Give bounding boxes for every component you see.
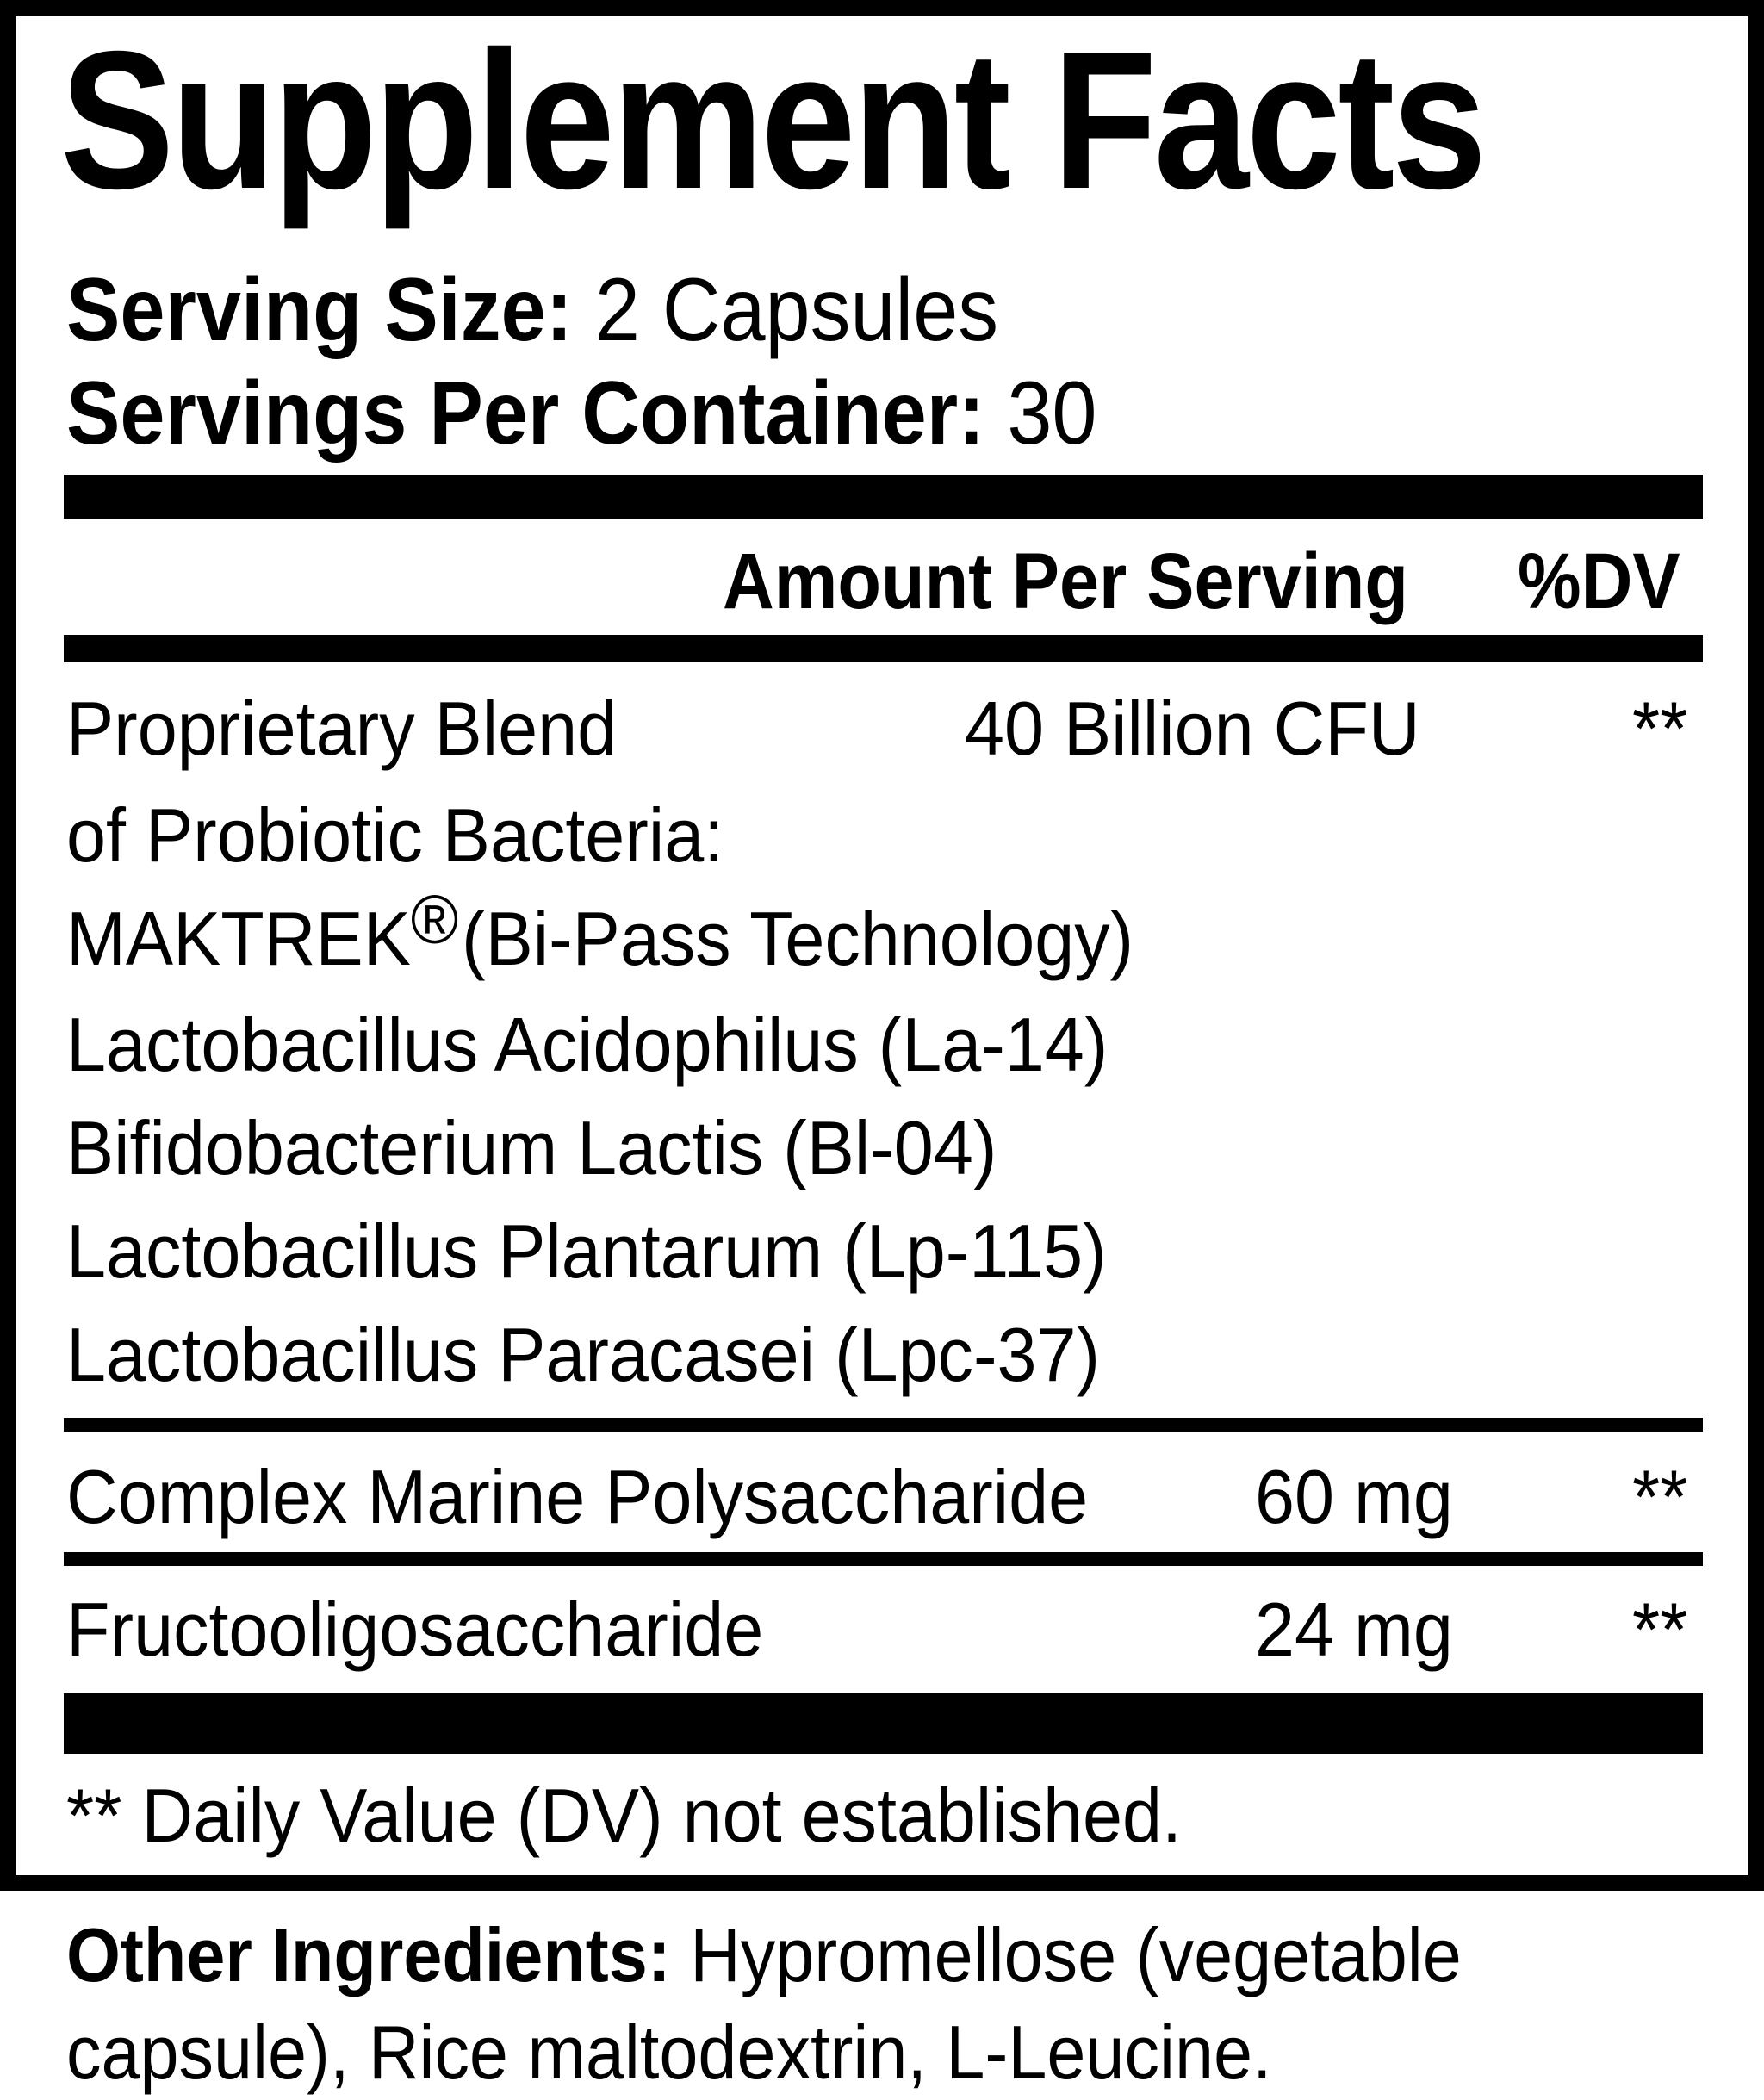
blend-amount: 40 Billion CFU <box>965 686 1420 771</box>
strain-item: Lactobacillus Plantarum (Lp-115) <box>66 1208 1107 1294</box>
brand-suffix: (Bi-Pass Technology) <box>462 896 1134 981</box>
serving-size-value: 2 Capsules <box>594 259 999 360</box>
ingredient-amount: 60 mg <box>1255 1454 1453 1539</box>
ingredient-name: Complex Marine Polysaccharide <box>66 1454 1089 1539</box>
strain-item: Lactobacillus Acidophilus (La-14) <box>66 1002 1109 1087</box>
blend-name-line2: of Probiotic Bacteria: <box>66 792 724 878</box>
divider-heavy <box>64 1693 1703 1754</box>
supplement-facts-panel <box>0 0 1764 1891</box>
divider-thin <box>64 1418 1703 1432</box>
serving-size: Serving Size: 2 Capsules <box>66 258 998 362</box>
strain-item: Bifidobacterium Lactis (Bl-04) <box>66 1105 997 1190</box>
ingredient-amount: 24 mg <box>1255 1587 1453 1672</box>
ingredient-dv: ** <box>1632 1587 1688 1672</box>
divider-thin <box>64 1552 1703 1566</box>
divider-medium <box>64 635 1703 662</box>
serving-size-label: Serving Size: <box>66 259 573 360</box>
servings-per-container-value: 30 <box>1007 363 1097 463</box>
blend-dv: ** <box>1632 686 1688 771</box>
ingredient-dv: ** <box>1632 1454 1688 1539</box>
blend-name-line1: Proprietary Blend <box>66 686 618 771</box>
other-ingredients-text1: Hypromellose (vegetable <box>690 1912 1462 1997</box>
amount-per-serving-header: Amount Per Serving <box>723 537 1408 625</box>
ingredient-name: Fructooligosaccharide <box>66 1587 764 1672</box>
blend-brand: MAKTREK ® (Bi-Pass Technology) <box>66 881 1134 986</box>
strain-item: Lactobacillus Paracasei (Lpc-37) <box>66 1312 1101 1397</box>
registered-mark: ® <box>410 881 459 958</box>
servings-per-container: Servings Per Container: 30 <box>66 362 1096 465</box>
divider-thick <box>64 475 1703 519</box>
footnote: ** Daily Value (DV) not established. <box>66 1773 1183 1858</box>
other-ingredients-line2: capsule), Rice maltodextrin, L-Leucine. <box>66 2010 1272 2095</box>
servings-per-container-label: Servings Per Container: <box>66 363 985 463</box>
panel-title: Supplement Facts <box>60 10 1487 230</box>
brand-name: MAKTREK <box>66 896 411 981</box>
other-ingredients-line1: Other Ingredients: Hypromellose (vegetab… <box>66 1908 1462 2003</box>
dv-header: %DV <box>1518 537 1680 625</box>
other-ingredients-label: Other Ingredients: <box>66 1912 671 1997</box>
